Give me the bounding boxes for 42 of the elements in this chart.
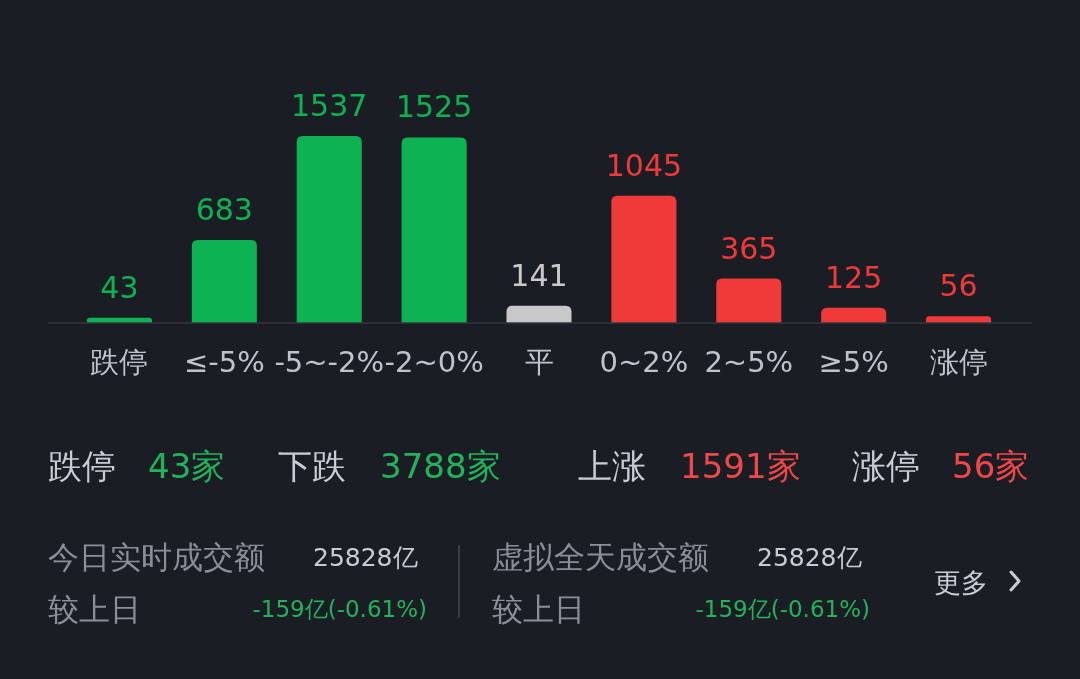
x-tick-label: 平 xyxy=(524,345,554,380)
text: 3788家 xyxy=(380,446,501,486)
x-tick-label: ≤-5% xyxy=(183,345,265,380)
text: 下跌 xyxy=(278,446,346,486)
bar xyxy=(191,239,257,323)
bar xyxy=(296,136,362,323)
text: 56家 xyxy=(952,446,1030,486)
text: 25828亿 xyxy=(757,543,862,572)
data-label: 1045 xyxy=(605,147,683,183)
data-label: 141 xyxy=(510,257,568,293)
x-tick-label: 2~5% xyxy=(704,345,794,380)
x-tick-label: 涨停 xyxy=(929,345,988,380)
text: 1591家 xyxy=(680,446,801,486)
text: -159亿(-0.61%) xyxy=(695,596,870,622)
data-label: 1525 xyxy=(395,89,473,125)
bar xyxy=(401,137,467,323)
bar xyxy=(821,307,887,323)
text: 25828亿 xyxy=(313,543,418,572)
text: 今日实时成交额 xyxy=(48,539,265,575)
data-label: 1537 xyxy=(291,88,368,123)
bar xyxy=(611,195,677,323)
text: 上涨 xyxy=(578,446,646,486)
x-tick-label: ≥5% xyxy=(818,345,889,380)
text: 跌停 xyxy=(48,446,116,486)
bar xyxy=(716,278,782,323)
data-label: 43 xyxy=(100,269,139,305)
text: 虚拟全天成交额 xyxy=(492,539,709,575)
x-tick-label: -5~-2% xyxy=(274,345,385,380)
text: 更多 xyxy=(934,567,988,598)
text: -159亿(-0.61%) xyxy=(252,596,427,622)
text: 43家 xyxy=(148,446,226,486)
x-tick-label: 跌停 xyxy=(90,345,149,380)
text: 较上日 xyxy=(492,591,585,627)
data-label: 365 xyxy=(720,230,778,266)
text: 较上日 xyxy=(48,591,141,627)
data-label: 125 xyxy=(825,259,883,295)
bar xyxy=(506,305,572,323)
data-label: 683 xyxy=(195,191,253,227)
x-tick-label: -2~0% xyxy=(384,345,484,380)
data-label: 56 xyxy=(939,268,978,304)
text: 涨停 xyxy=(852,446,920,486)
x-tick-label: 0~2% xyxy=(599,345,689,380)
